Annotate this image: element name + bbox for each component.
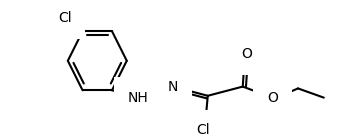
Text: O: O — [267, 91, 278, 105]
Text: Cl: Cl — [58, 11, 71, 25]
Text: Cl: Cl — [196, 123, 210, 137]
Text: N: N — [167, 80, 178, 94]
Text: NH: NH — [127, 91, 148, 105]
Text: O: O — [241, 47, 252, 61]
